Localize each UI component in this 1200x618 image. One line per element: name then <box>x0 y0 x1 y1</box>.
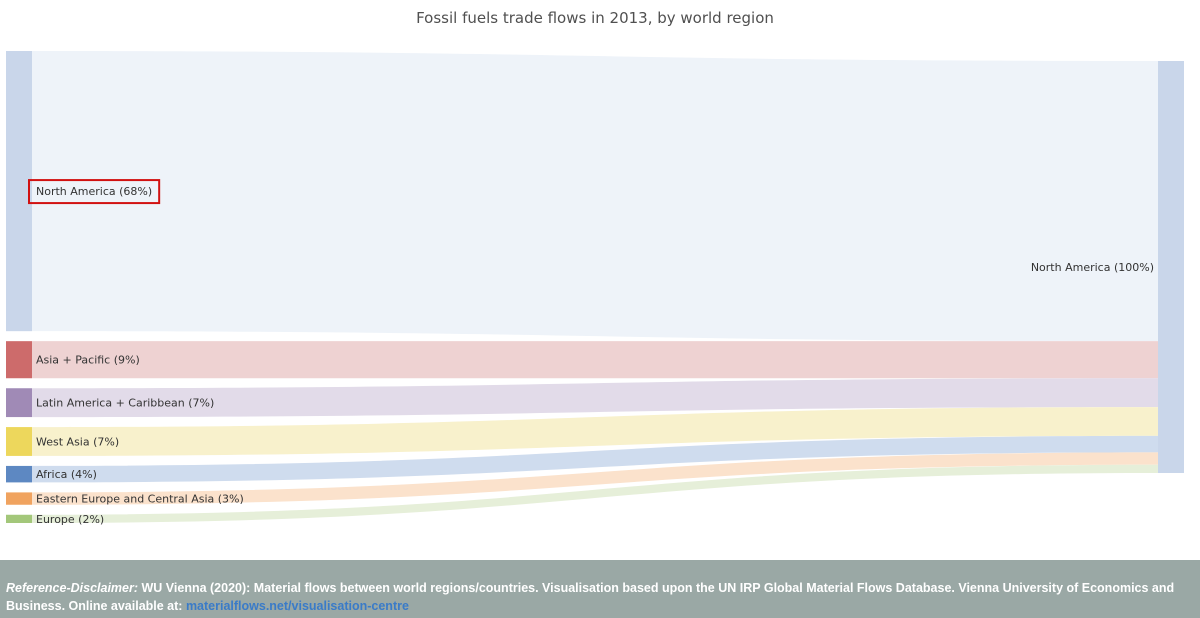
reference-disclaimer-footer: Reference-Disclaimer: WU Vienna (2020): … <box>0 560 1200 618</box>
source-label-2: Latin America + Caribbean (7%) <box>36 397 214 410</box>
source-node-5[interactable] <box>6 492 32 505</box>
source-label-1: Asia + Pacific (9%) <box>36 354 140 367</box>
visualisation-centre-link[interactable]: materialflows.net/visualisation-centre <box>185 599 409 613</box>
source-label-0: North America (68%) <box>36 185 152 198</box>
source-node-0[interactable] <box>6 51 32 332</box>
source-node-4[interactable] <box>6 465 32 483</box>
flow-link-2[interactable] <box>32 378 1158 418</box>
sankey-labels: North America (68%) Asia + Pacific (9%) La… <box>28 179 1154 526</box>
chart-title: Fossil fuels trade flows in 2013, by wor… <box>416 9 774 27</box>
flow-link-4[interactable] <box>32 435 1158 483</box>
source-node-6[interactable] <box>6 514 32 523</box>
flow-link-3[interactable] <box>32 407 1158 456</box>
source-node-1[interactable] <box>6 341 32 379</box>
reference-disclaimer-text: WU Vienna (2020): Material flows between… <box>6 581 1175 613</box>
flow-link-5[interactable] <box>32 452 1158 505</box>
label-highlight-box <box>28 179 161 205</box>
target-label-0: North America (100%) <box>1031 261 1154 274</box>
flow-link-6[interactable] <box>32 464 1158 523</box>
flow-link-1[interactable] <box>32 341 1158 379</box>
flow-link-0[interactable] <box>32 51 1158 342</box>
source-label-3: West Asia (7%) <box>36 436 119 449</box>
sankey-links <box>32 51 1158 523</box>
sankey-diagram: North America (68%) Asia + Pacific (9%) La… <box>6 51 1184 526</box>
source-label-5: Eastern Europe and Central Asia (3%) <box>36 493 244 506</box>
source-label-4: Africa (4%) <box>36 468 97 481</box>
source-label-6: Europe (2%) <box>36 513 104 526</box>
sankey-nodes <box>6 51 1184 523</box>
source-node-3[interactable] <box>6 427 32 456</box>
source-node-2[interactable] <box>6 388 32 418</box>
target-node-0[interactable] <box>1158 61 1184 473</box>
reference-disclaimer-label: Reference-Disclaimer: <box>6 581 139 595</box>
